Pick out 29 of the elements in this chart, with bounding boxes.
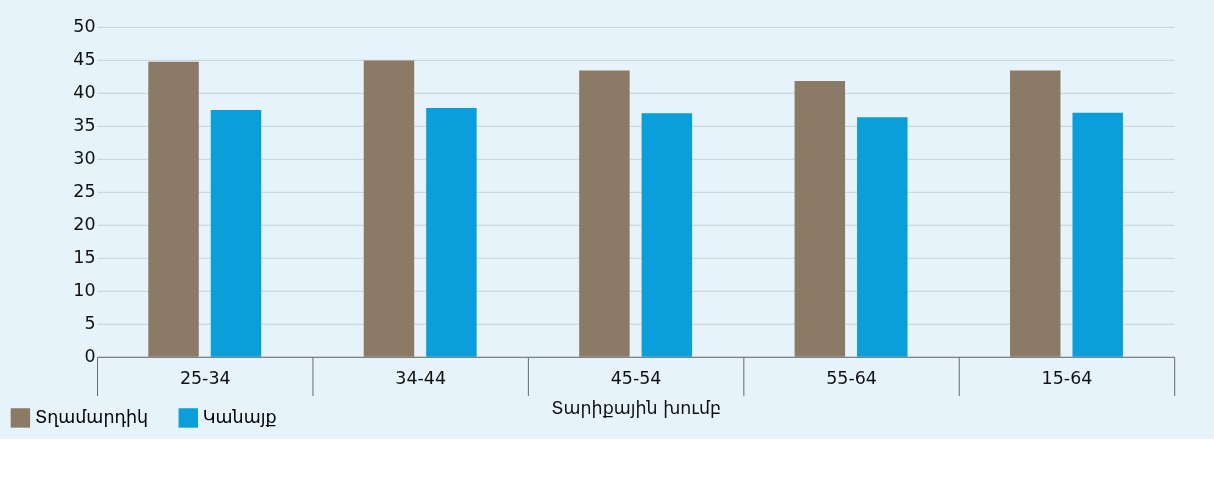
legend-label: Տղամարդիկ	[34, 406, 149, 427]
bar	[1010, 70, 1061, 357]
x-tick-label: 34-44	[395, 368, 447, 389]
bar	[641, 113, 693, 357]
bar	[148, 61, 199, 357]
bar	[426, 108, 477, 357]
x-tick-label: 55-64	[826, 368, 877, 389]
y-tick-label: 35	[73, 115, 96, 136]
bar	[363, 60, 415, 357]
x-tick-label: 25-34	[179, 368, 231, 389]
y-tick-label: 0	[84, 346, 96, 367]
bar	[1072, 112, 1123, 357]
y-tick-label: 15	[73, 247, 96, 268]
bar	[794, 80, 846, 357]
y-tick-label: 40	[73, 82, 96, 103]
y-tick-label: 30	[73, 148, 96, 169]
x-tick-label: 15-64	[1041, 368, 1093, 389]
legend-label: Կանայք	[202, 406, 277, 427]
y-tick-label: 5	[84, 313, 96, 334]
y-tick-label: 45	[73, 49, 96, 70]
y-tick-label: 20	[73, 214, 96, 235]
x-axis-title: Տարիքային խումբ	[551, 398, 722, 419]
bar	[857, 117, 908, 357]
y-tick-label: 50	[73, 16, 96, 37]
y-tick-label: 25	[73, 181, 96, 202]
x-tick-label: 45-54	[610, 368, 662, 389]
y-tick-label: 10	[73, 280, 96, 301]
bar	[579, 70, 630, 357]
bar	[210, 110, 262, 357]
